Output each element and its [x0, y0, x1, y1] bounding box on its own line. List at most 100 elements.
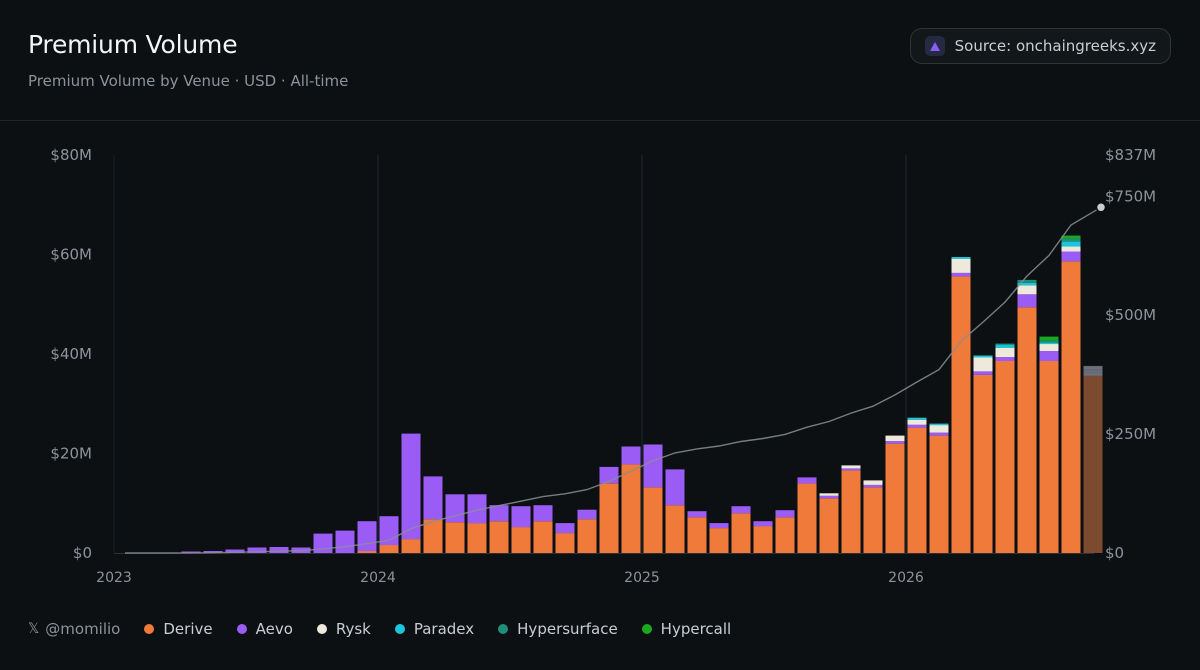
bar-derive: [599, 483, 619, 553]
y-tick-label-right: $0: [1105, 544, 1124, 562]
legend-swatch-paradex: [394, 624, 405, 634]
bar-aevo: [489, 505, 509, 522]
bar-aevo: [819, 495, 839, 499]
legend-label-hypersurface: Hypersurface: [517, 620, 618, 638]
bar-hypersurface: [995, 343, 1015, 346]
legend-label-rysk: Rysk: [335, 620, 371, 638]
bar-rysk: [929, 425, 949, 433]
bar-rysk: [973, 357, 993, 372]
y-tick-label-left: $20M: [50, 445, 92, 463]
bar-aevo: [555, 523, 575, 534]
bar-paradex: [1061, 241, 1081, 247]
bar-paradex: [1039, 342, 1059, 345]
bar-derive: [929, 435, 949, 553]
y-tick-label-left: $40M: [50, 345, 92, 363]
bar-rysk: [841, 465, 861, 469]
bar-aevo: [533, 505, 553, 522]
bar-derive: [819, 498, 839, 553]
source-label: Source: onchaingreeks.xyz: [954, 37, 1156, 55]
bar-paradex: [951, 257, 971, 259]
bar-aevo: [885, 441, 905, 444]
bar-aevo: [687, 511, 707, 518]
bar-derive: [775, 517, 795, 553]
y-tick-label-left: $0: [73, 544, 92, 562]
bar-paradex: [1017, 282, 1037, 286]
bar-derive: [907, 427, 927, 553]
author-handle[interactable]: 𝕏 @momilio: [28, 620, 120, 638]
bar-derive: [885, 443, 905, 553]
bar-derive: [423, 519, 443, 553]
bar-aevo: [401, 433, 421, 540]
bar-aevo: [269, 547, 289, 553]
bar-rysk: [951, 259, 971, 273]
bar-derive: [1039, 361, 1059, 553]
legend-swatch-hypersurface: [498, 624, 509, 634]
bar-hypercall: [1083, 365, 1103, 367]
x-tick-label: 2023: [96, 570, 132, 586]
bar-derive: [709, 528, 729, 553]
legend-label-paradex: Paradex: [413, 620, 475, 638]
bar-aevo: [907, 424, 927, 428]
legend-swatch-hypercall: [641, 624, 652, 634]
bar-aevo: [1017, 294, 1037, 308]
y-tick-label-right: $250M: [1105, 425, 1156, 443]
bar-rysk: [907, 419, 927, 425]
bar-paradex: [907, 417, 927, 420]
bar-rysk: [1039, 344, 1059, 351]
legend: 𝕏 @momilio Derive Aevo Rysk Paradex Hype…: [28, 620, 731, 638]
bar-aevo: [511, 506, 531, 528]
bar-derive: [951, 276, 971, 553]
bar-derive: [797, 483, 817, 553]
bar-derive: [643, 487, 663, 553]
bar-paradex: [1083, 369, 1103, 371]
bar-rysk: [1017, 285, 1037, 295]
bar-aevo: [929, 432, 949, 436]
y-tick-label-right: $837M: [1105, 146, 1156, 164]
legend-item-paradex[interactable]: Paradex: [394, 620, 475, 638]
triangle-icon: [924, 36, 945, 56]
x-tick-label: 2025: [624, 570, 660, 586]
bar-derive: [863, 487, 883, 553]
bar-derive: [841, 470, 861, 553]
legend-item-rysk[interactable]: Rysk: [316, 620, 371, 638]
bar-derive: [357, 551, 377, 553]
bar-aevo: [665, 469, 685, 506]
bar-aevo: [841, 468, 861, 471]
bar-derive: [445, 522, 465, 553]
bar-derive: [973, 374, 993, 553]
bar-derive: [401, 539, 421, 553]
bar-derive: [995, 361, 1015, 553]
bar-derive: [555, 533, 575, 553]
cumulative-line: [125, 206, 1102, 554]
legend-item-aevo[interactable]: Aevo: [236, 620, 293, 638]
bar-aevo: [1061, 251, 1081, 262]
bar-aevo: [247, 547, 267, 553]
legend-label-derive: Derive: [163, 620, 213, 638]
bar-aevo: [357, 521, 377, 552]
chart-subtitle: Premium Volume by Venue · USD · All-time: [28, 72, 349, 90]
bar-aevo: [577, 509, 597, 520]
bar-hypercall: [1061, 235, 1081, 239]
bar-derive: [533, 521, 553, 553]
x-tick-label: 2024: [360, 570, 396, 586]
bar-aevo: [731, 506, 751, 514]
bar-aevo: [775, 510, 795, 518]
legend-item-derive[interactable]: Derive: [144, 620, 213, 638]
handle-label: @momilio: [45, 620, 121, 638]
bar-paradex: [929, 423, 949, 426]
bar-hypersurface: [1017, 279, 1037, 283]
legend-item-hypercall[interactable]: Hypercall: [641, 620, 731, 638]
y-tick-label-left: $60M: [50, 246, 92, 264]
bar-aevo: [753, 521, 773, 527]
bar-derive: [1083, 375, 1103, 553]
header-divider: [0, 120, 1200, 121]
bar-derive: [687, 517, 707, 553]
source-badge[interactable]: Source: onchaingreeks.xyz: [909, 28, 1171, 64]
y-tick-label-right: $750M: [1105, 187, 1156, 205]
premium-volume-chart: $0 $20M $40M $60M $80M $0 $250M $500M $750M $837M…: [50, 146, 1156, 586]
legend-item-hypersurface[interactable]: Hypersurface: [498, 620, 618, 638]
bar-rysk: [885, 435, 905, 442]
bar-derive: [379, 545, 399, 553]
x-tick-label: 2026: [888, 570, 924, 586]
bar-aevo: [335, 530, 355, 553]
